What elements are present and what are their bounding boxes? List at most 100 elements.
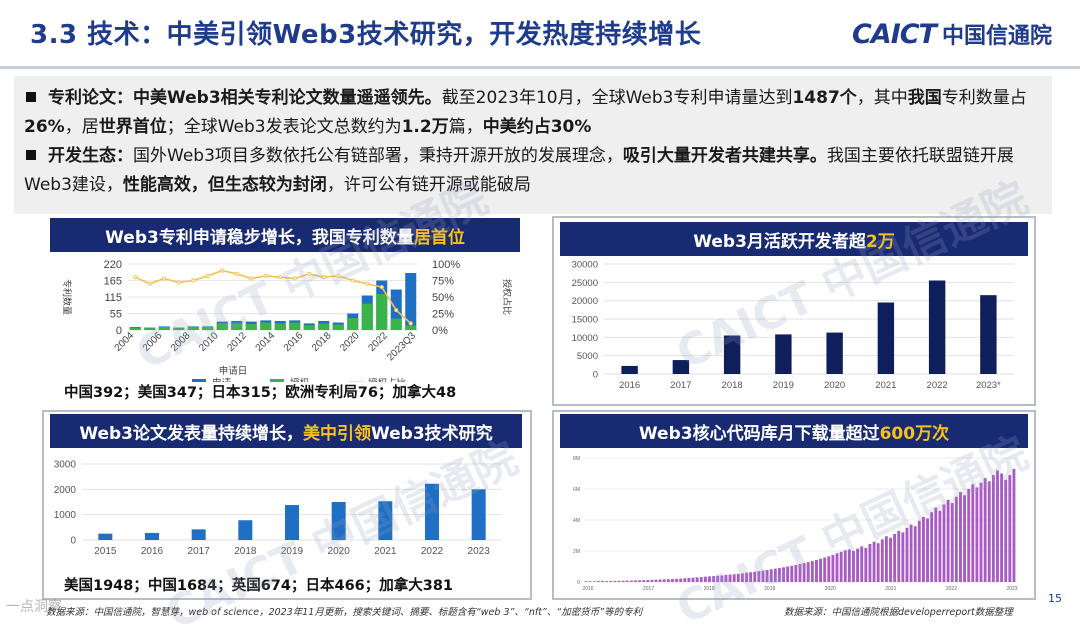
x-tick-label: 2017 — [188, 546, 211, 557]
bar — [613, 580, 617, 582]
point-grant-ratio — [220, 268, 225, 273]
x-tick-label: 2021 — [374, 546, 397, 557]
bar — [633, 580, 637, 582]
bar — [980, 295, 997, 374]
x-tick-label: 2022 — [366, 330, 390, 354]
bar — [666, 579, 670, 582]
bar — [786, 566, 790, 582]
bar — [987, 481, 991, 582]
bar — [938, 510, 942, 582]
bar — [757, 571, 761, 582]
bar — [926, 518, 929, 582]
bar — [917, 520, 921, 582]
point-grant-ratio — [249, 276, 254, 281]
bullet-text: 26% — [24, 117, 65, 137]
bar — [843, 550, 847, 582]
bullet-text: 1.2万 — [401, 117, 449, 137]
x-tick-label: 2023* — [976, 380, 1001, 391]
y-tick-label: 10000 — [572, 333, 598, 344]
x-tick-label: 2023 — [1006, 586, 1017, 592]
bar — [913, 526, 917, 582]
bar — [826, 332, 843, 374]
summary-box: 专利论文：中美Web3相关专利论文数量遥遥领先。截至2023年10月，全球Web… — [14, 76, 1052, 214]
bar — [794, 564, 798, 582]
bar — [967, 489, 971, 582]
y-tick-label: 1000 — [54, 510, 77, 521]
x-tick-label: 2019 — [281, 546, 304, 557]
bar-grant — [274, 323, 286, 330]
x-tick-label: 2023Q3 — [385, 330, 418, 363]
bar — [708, 576, 711, 582]
bar — [852, 551, 855, 582]
legend-swatch — [270, 379, 284, 382]
bar — [806, 562, 810, 582]
x-tick-label: 2022 — [946, 586, 957, 592]
bar — [868, 544, 872, 582]
point-grant-ratio — [263, 273, 268, 278]
x-tick-label: 2014 — [254, 330, 278, 354]
x-tick-label: 2022 — [927, 380, 948, 391]
y-tick-label: 0 — [577, 580, 580, 586]
developers-panel: Web3月活跃开发者超 2万 30000 25000 20000 15000 10000 5… — [552, 216, 1036, 406]
page-number: 15 — [1048, 592, 1062, 605]
bar — [650, 579, 654, 582]
y-tick-label: 115 — [104, 292, 122, 304]
bar — [629, 580, 633, 582]
bar-grant — [216, 323, 228, 330]
bar — [810, 561, 814, 582]
y-tick-label: 0 — [70, 536, 76, 547]
bar — [471, 489, 486, 540]
bullet-text: ，居 — [64, 117, 99, 137]
y-tick-label: 5000 — [577, 351, 598, 362]
point-grant-ratio — [191, 278, 196, 283]
legend-swatch — [192, 379, 206, 382]
x-tick-label: 2016 — [282, 330, 306, 354]
x-tick-label: 2019 — [764, 586, 775, 592]
papers-country-note: 美国1948；中国1684；英国674；日本466；加拿大381 — [64, 578, 454, 594]
bullet-label: 开发生态： — [48, 146, 133, 166]
bar-grant — [289, 322, 301, 330]
bar — [378, 501, 393, 540]
bar — [753, 571, 757, 582]
source-note-left: 数据来源：中国信通院，智慧芽，web of science，2023年11月更新… — [46, 607, 643, 618]
bar — [724, 575, 728, 582]
y-axis-title: 专利数量 — [61, 279, 73, 315]
bar-grant — [405, 325, 417, 330]
bar — [815, 559, 818, 582]
bullet-text: 篇， — [448, 117, 483, 137]
bar — [425, 483, 439, 540]
x-tick-label: 2021 — [885, 586, 896, 592]
bar — [983, 478, 987, 582]
bar — [740, 573, 744, 582]
bar — [703, 576, 707, 582]
patent-panel: Web3专利申请稳步增长，我国专利数量 居首位 220 165 115 55 0 100% 7… — [42, 216, 532, 406]
bar-grant — [129, 327, 141, 330]
bar — [959, 492, 962, 582]
bar — [638, 580, 641, 582]
bar — [823, 557, 827, 582]
point-grant-ratio — [379, 284, 384, 290]
point-grant-ratio — [147, 281, 152, 286]
bar — [884, 536, 888, 582]
y2-axis-title: 授权占比 — [501, 279, 513, 315]
patent-country-note: 中国392；美国347；日本315；欧洲专利局76；加拿大48 — [64, 385, 457, 401]
y-tick-label: 30000 — [572, 260, 598, 271]
bar — [621, 580, 625, 582]
bar — [712, 576, 716, 582]
bar — [592, 581, 596, 582]
bar — [1008, 475, 1012, 582]
papers-chart: 3000 2000 1000 0 2015 2016 2017 2018 2019 2020 202… — [54, 460, 502, 557]
y-tick-label: 4M — [573, 518, 580, 524]
bar — [642, 580, 646, 582]
bar — [675, 578, 679, 582]
bar — [1012, 468, 1016, 582]
bar — [928, 280, 946, 374]
patent-banner: Web3专利申请稳步增长，我国专利数量 居首位 — [50, 218, 520, 252]
patent-banner-highlight: 居首位 — [413, 227, 465, 248]
point-grant-ratio — [408, 321, 413, 326]
bar — [773, 568, 777, 582]
bar-apply — [405, 273, 417, 330]
source-note-right: 数据来源：中国信通院根据developerreport数据整理 — [784, 607, 1013, 618]
bar — [769, 569, 773, 582]
slide-header: 3.3 技术：中美引领Web3技术研究，开发热度持续增长 CAICT 中国信通院 — [0, 0, 1080, 66]
